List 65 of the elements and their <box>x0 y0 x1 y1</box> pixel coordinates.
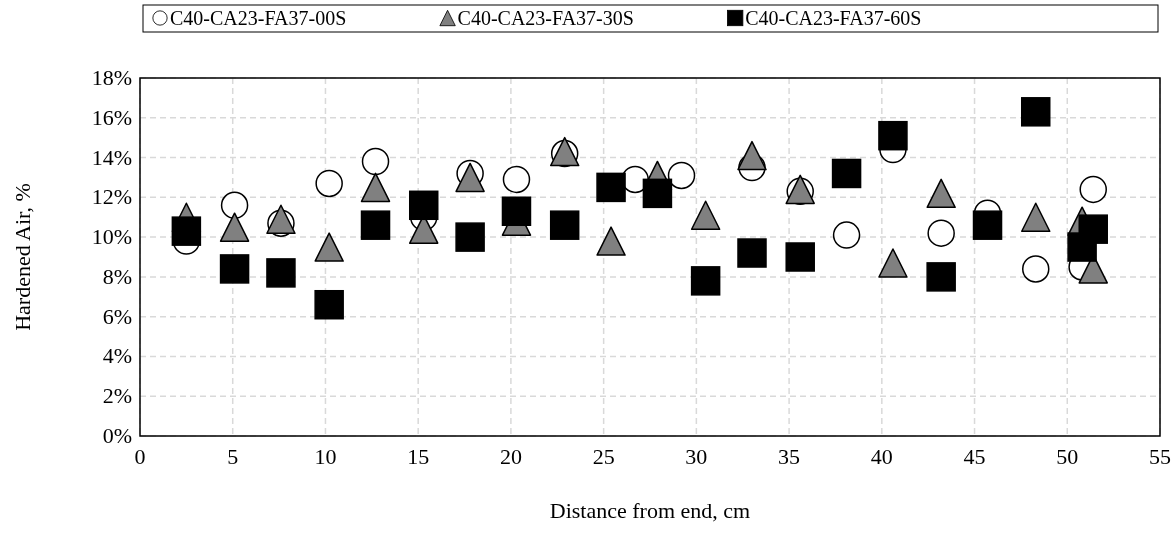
y-tick-label: 4% <box>102 343 132 369</box>
point <box>1078 214 1108 244</box>
x-tick-label: 0 <box>134 444 146 469</box>
point <box>220 191 249 220</box>
x-tick-label: 25 <box>592 444 615 469</box>
point <box>926 178 956 209</box>
point <box>1021 97 1051 127</box>
point <box>878 248 908 278</box>
y-axis-title: Hardened Air, % <box>10 183 35 331</box>
y-tick-label: 6% <box>102 303 132 329</box>
y-tick-label: 10% <box>91 224 132 250</box>
point <box>690 200 721 230</box>
y-tick-label: 18% <box>91 65 132 90</box>
point <box>667 161 696 190</box>
point <box>315 169 343 198</box>
y-tick-label: 8% <box>102 263 132 289</box>
point <box>737 238 767 268</box>
point <box>361 147 390 176</box>
point <box>596 172 626 203</box>
point <box>1021 202 1051 232</box>
point <box>642 178 673 209</box>
x-tick-label: 10 <box>314 444 337 469</box>
x-tick-label: 45 <box>963 444 986 469</box>
point <box>596 226 626 256</box>
point <box>314 289 344 320</box>
point <box>266 258 296 288</box>
point <box>737 140 767 171</box>
point <box>1079 175 1107 204</box>
point <box>455 222 485 252</box>
point <box>219 254 250 284</box>
point <box>1022 255 1050 283</box>
point <box>314 232 344 262</box>
x-tick-label: 15 <box>407 444 430 469</box>
point <box>972 210 1003 240</box>
y-tick-label: 12% <box>91 184 132 210</box>
point <box>502 165 531 194</box>
point <box>549 210 580 240</box>
point <box>785 242 815 272</box>
y-tick-label: 16% <box>91 104 132 130</box>
point <box>360 172 391 203</box>
point <box>927 219 955 247</box>
point <box>831 158 862 189</box>
x-tick-label: 50 <box>1056 444 1079 469</box>
point <box>409 190 439 221</box>
x-axis-title: Distance from end, cm <box>549 498 751 523</box>
point <box>690 266 721 296</box>
point <box>832 221 861 249</box>
y-tick-label: 2% <box>102 383 132 409</box>
point <box>171 216 202 246</box>
x-tick-label: 5 <box>227 444 239 469</box>
x-tick-label: 20 <box>499 444 522 469</box>
legend-label: C40-CA23-FA37-60S <box>745 7 922 29</box>
y-tick-label: 0% <box>102 423 132 448</box>
point <box>219 212 250 242</box>
x-tick-label: 40 <box>870 444 893 469</box>
x-tick-label: 30 <box>685 444 708 469</box>
legend-label: C40-CA23-FA37-30S <box>457 7 634 29</box>
point <box>360 210 391 240</box>
x-tick-label: 55 <box>1149 444 1171 469</box>
x-tick-label: 35 <box>778 444 801 469</box>
point <box>501 196 532 227</box>
point <box>878 120 908 151</box>
y-tick-label: 14% <box>91 144 132 170</box>
legend-label: C40-CA23-FA37-00S <box>170 7 347 29</box>
point <box>926 262 956 292</box>
